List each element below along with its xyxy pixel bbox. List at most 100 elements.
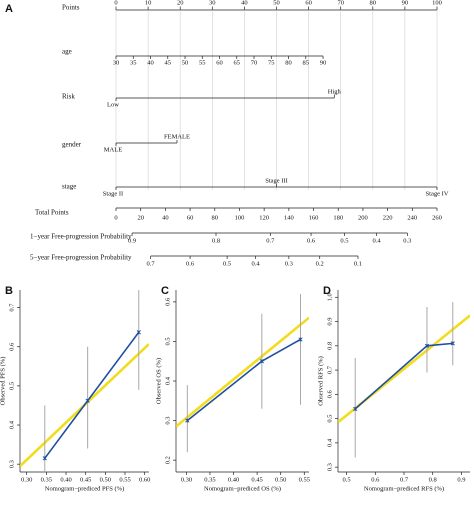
tick-label: 0.4 (372, 237, 381, 244)
x-tick-label: 0.8 (429, 476, 437, 483)
tick-label: 10 (145, 0, 152, 6)
tick-label: 0.6 (186, 260, 195, 267)
tick-label: 100 (432, 0, 442, 6)
x-tick-label: 0.35 (41, 476, 52, 483)
x-tick-label: 0.50 (275, 476, 286, 483)
tick-label: 80 (212, 214, 219, 221)
y-tick-label: 0.9 (326, 317, 333, 325)
row-label: 5−year Free-progression Probability (30, 254, 132, 262)
tick-label: 40 (147, 59, 154, 66)
y-tick-label: 0.3 (164, 417, 171, 425)
tick-label: 65 (234, 59, 241, 66)
level-label: High (328, 88, 342, 95)
point-marker (259, 359, 264, 364)
tick-label: 0.6 (307, 237, 316, 244)
row-label: 1−year Free-progression Probability (30, 233, 132, 241)
tick-label: 260 (432, 214, 442, 221)
y-tick-label: 0.5 (8, 382, 15, 390)
tick-label: 40 (162, 214, 169, 221)
y-tick-label: 0.7 (326, 365, 333, 374)
x-tick-label: 0.40 (228, 476, 239, 483)
x-axis-label: Nomogram−prediced OS (%) (204, 485, 281, 492)
point-marker (298, 337, 303, 342)
panel-label: D (323, 285, 331, 297)
point-marker (185, 418, 190, 423)
point-marker (450, 341, 455, 346)
y-tick-label: 0.6 (164, 297, 171, 306)
tick-label: 50 (273, 0, 280, 6)
x-axis-label: Nomogram−prediced PFS (%) (45, 485, 125, 492)
y-tick-label: 0.6 (8, 342, 15, 351)
y-tick-label: 0.4 (164, 376, 171, 385)
plot-area (20, 290, 149, 472)
tick-label: 50 (182, 59, 189, 66)
tick-label: 0.5 (340, 237, 348, 244)
tick-label: 220 (383, 214, 393, 221)
row-label: Total Points (35, 209, 69, 217)
tick-label: 85 (303, 59, 310, 66)
tick-label: 120 (259, 214, 269, 221)
y-tick-label: 0.3 (326, 463, 333, 471)
tick-label: 75 (268, 59, 275, 66)
tick-label: 180 (333, 214, 343, 221)
level-label: Stage IV (426, 190, 449, 197)
x-tick-label: 0.5 (343, 476, 351, 483)
row-label: Points (62, 4, 80, 12)
tick-label: 200 (358, 214, 368, 221)
tick-label: 0.8 (212, 237, 220, 244)
plot-area (338, 302, 470, 458)
tick-label: 100 (235, 214, 245, 221)
level-label: Low (107, 101, 119, 108)
x-tick-label: 0.55 (119, 476, 130, 483)
point-marker (85, 398, 90, 403)
tick-label: 0.7 (147, 260, 156, 267)
x-tick-label: 0.35 (204, 476, 215, 483)
point-marker (136, 330, 141, 335)
tick-label: 60 (216, 59, 223, 66)
tick-label: 0 (114, 0, 117, 6)
tick-label: 20 (137, 214, 144, 221)
x-tick-label: 0.7 (400, 476, 409, 483)
tick-label: 20 (177, 0, 184, 6)
row-label: gender (62, 141, 82, 149)
tick-label: 240 (407, 214, 417, 221)
level-label: MALE (104, 146, 122, 153)
tick-label: 0.9 (128, 237, 136, 244)
panel-label: A (5, 3, 13, 15)
series-line (186, 338, 301, 422)
level-label: FEMALE (164, 133, 190, 140)
tick-label: 40 (241, 0, 248, 6)
y-tick-label: 0.6 (326, 390, 333, 399)
x-tick-label: 0.55 (299, 476, 310, 483)
level-label: Stage II (103, 190, 123, 197)
tick-label: 0.2 (316, 260, 324, 267)
tick-label: 0.4 (251, 260, 260, 267)
y-tick-label: 0.7 (8, 303, 15, 312)
x-tick-label: 0.50 (100, 476, 111, 483)
tick-label: 60 (187, 214, 194, 221)
tick-label: 140 (284, 214, 294, 221)
series-line (354, 342, 453, 410)
point-marker (42, 456, 47, 461)
tick-label: 90 (402, 0, 409, 6)
y-tick-label: 0.2 (164, 456, 171, 464)
tick-label: 70 (251, 59, 258, 66)
y-tick-label: 0.3 (8, 460, 15, 468)
x-axis-label: Nomogram−prediced RFS (%) (364, 485, 444, 492)
y-tick-label: 0.4 (326, 438, 333, 447)
x-tick-label: 0.60 (139, 476, 150, 483)
x-tick-label: 0.6 (371, 476, 380, 483)
y-axis-label: Observed RFS (%) (317, 356, 324, 405)
x-tick-label: 0.9 (457, 476, 465, 483)
x-tick-label: 0.40 (60, 476, 71, 483)
y-tick-label: 1.0 (326, 293, 333, 301)
tick-label: 30 (209, 0, 216, 6)
tick-label: 30 (113, 59, 120, 66)
tick-label: 80 (370, 0, 377, 6)
series-line (176, 316, 309, 428)
point-marker (424, 343, 430, 348)
tick-label: 160 (309, 214, 319, 221)
y-axis-label: Observed PFS (%) (0, 357, 6, 406)
series-line (44, 331, 140, 459)
